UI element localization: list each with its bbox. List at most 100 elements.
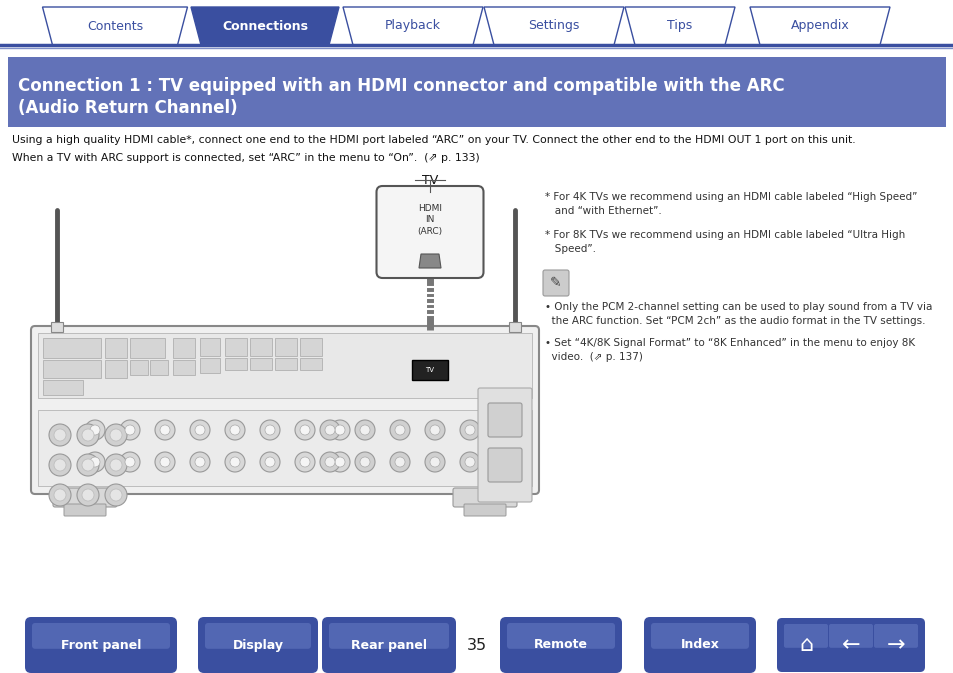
FancyBboxPatch shape bbox=[828, 624, 872, 648]
Text: Rear panel: Rear panel bbox=[351, 639, 427, 651]
Circle shape bbox=[330, 452, 350, 472]
Text: Tips: Tips bbox=[667, 20, 692, 32]
FancyBboxPatch shape bbox=[376, 186, 483, 278]
Text: ←: ← bbox=[841, 635, 860, 655]
Text: * For 4K TVs we recommend using an HDMI cable labeled “High Speed”
   and “with : * For 4K TVs we recommend using an HDMI … bbox=[544, 192, 917, 216]
Circle shape bbox=[464, 457, 475, 467]
Circle shape bbox=[194, 425, 205, 435]
Circle shape bbox=[330, 420, 350, 440]
FancyBboxPatch shape bbox=[299, 358, 322, 370]
FancyBboxPatch shape bbox=[821, 618, 879, 672]
FancyBboxPatch shape bbox=[274, 358, 296, 370]
FancyBboxPatch shape bbox=[105, 360, 127, 378]
Circle shape bbox=[335, 457, 345, 467]
Text: →: → bbox=[885, 635, 904, 655]
Text: Remote: Remote bbox=[534, 639, 587, 651]
Circle shape bbox=[265, 457, 274, 467]
Circle shape bbox=[424, 420, 444, 440]
Circle shape bbox=[85, 452, 105, 472]
Circle shape bbox=[54, 429, 66, 441]
Circle shape bbox=[160, 425, 170, 435]
Circle shape bbox=[260, 420, 280, 440]
Circle shape bbox=[85, 420, 105, 440]
FancyBboxPatch shape bbox=[542, 270, 568, 296]
Circle shape bbox=[120, 452, 140, 472]
Circle shape bbox=[319, 452, 339, 472]
FancyBboxPatch shape bbox=[30, 326, 538, 494]
FancyBboxPatch shape bbox=[130, 360, 148, 375]
Circle shape bbox=[390, 420, 410, 440]
Text: ✎: ✎ bbox=[550, 276, 561, 290]
FancyBboxPatch shape bbox=[250, 338, 272, 356]
FancyBboxPatch shape bbox=[499, 617, 621, 673]
Polygon shape bbox=[624, 7, 734, 45]
Text: ⌂: ⌂ bbox=[798, 635, 812, 655]
Circle shape bbox=[424, 452, 444, 472]
Polygon shape bbox=[418, 254, 440, 268]
Circle shape bbox=[82, 429, 94, 441]
Text: • Only the PCM 2-channel setting can be used to play sound from a TV via
  the A: • Only the PCM 2-channel setting can be … bbox=[544, 302, 931, 326]
Circle shape bbox=[77, 424, 99, 446]
FancyBboxPatch shape bbox=[200, 358, 220, 373]
Circle shape bbox=[160, 457, 170, 467]
Circle shape bbox=[260, 452, 280, 472]
Circle shape bbox=[194, 457, 205, 467]
Circle shape bbox=[49, 484, 71, 506]
Polygon shape bbox=[43, 7, 188, 45]
Circle shape bbox=[54, 459, 66, 471]
Circle shape bbox=[110, 459, 122, 471]
Circle shape bbox=[49, 424, 71, 446]
Circle shape bbox=[105, 454, 127, 476]
Circle shape bbox=[359, 457, 370, 467]
Circle shape bbox=[82, 489, 94, 501]
Text: Appendix: Appendix bbox=[790, 20, 848, 32]
FancyBboxPatch shape bbox=[130, 338, 165, 358]
Text: Index: Index bbox=[679, 639, 719, 651]
FancyBboxPatch shape bbox=[488, 448, 521, 482]
Circle shape bbox=[459, 452, 479, 472]
Circle shape bbox=[230, 425, 240, 435]
FancyBboxPatch shape bbox=[225, 358, 247, 370]
FancyBboxPatch shape bbox=[53, 488, 117, 507]
Text: TV: TV bbox=[421, 174, 437, 187]
Circle shape bbox=[294, 420, 314, 440]
Text: 35: 35 bbox=[466, 637, 487, 653]
Circle shape bbox=[299, 457, 310, 467]
Circle shape bbox=[154, 420, 174, 440]
Circle shape bbox=[110, 429, 122, 441]
Circle shape bbox=[190, 452, 210, 472]
Circle shape bbox=[325, 425, 335, 435]
FancyBboxPatch shape bbox=[463, 504, 505, 516]
FancyBboxPatch shape bbox=[205, 623, 311, 649]
FancyBboxPatch shape bbox=[43, 338, 101, 358]
FancyBboxPatch shape bbox=[172, 338, 194, 358]
FancyBboxPatch shape bbox=[198, 617, 317, 673]
FancyBboxPatch shape bbox=[506, 623, 615, 649]
FancyBboxPatch shape bbox=[200, 338, 220, 356]
Text: Connections: Connections bbox=[222, 20, 308, 32]
Polygon shape bbox=[483, 7, 623, 45]
Circle shape bbox=[125, 425, 135, 435]
FancyBboxPatch shape bbox=[38, 410, 532, 486]
Text: Playback: Playback bbox=[385, 20, 440, 32]
Circle shape bbox=[395, 457, 405, 467]
FancyBboxPatch shape bbox=[866, 618, 924, 672]
FancyBboxPatch shape bbox=[64, 504, 106, 516]
Text: (Audio Return Channel): (Audio Return Channel) bbox=[18, 99, 237, 117]
Circle shape bbox=[355, 452, 375, 472]
FancyBboxPatch shape bbox=[643, 617, 755, 673]
FancyBboxPatch shape bbox=[329, 623, 449, 649]
FancyBboxPatch shape bbox=[488, 403, 521, 437]
Circle shape bbox=[355, 420, 375, 440]
FancyBboxPatch shape bbox=[25, 617, 177, 673]
FancyBboxPatch shape bbox=[105, 338, 127, 358]
FancyBboxPatch shape bbox=[225, 338, 247, 356]
Text: Contents: Contents bbox=[87, 20, 143, 32]
Circle shape bbox=[105, 484, 127, 506]
Text: * For 8K TVs we recommend using an HDMI cable labeled “Ultra High
   Speed”.: * For 8K TVs we recommend using an HDMI … bbox=[544, 230, 904, 254]
Circle shape bbox=[430, 425, 439, 435]
Circle shape bbox=[110, 489, 122, 501]
Circle shape bbox=[90, 457, 100, 467]
Text: • Set “4K/8K Signal Format” to “8K Enhanced” in the menu to enjoy 8K
  video.  (: • Set “4K/8K Signal Format” to “8K Enhan… bbox=[544, 338, 914, 362]
Polygon shape bbox=[343, 7, 482, 45]
